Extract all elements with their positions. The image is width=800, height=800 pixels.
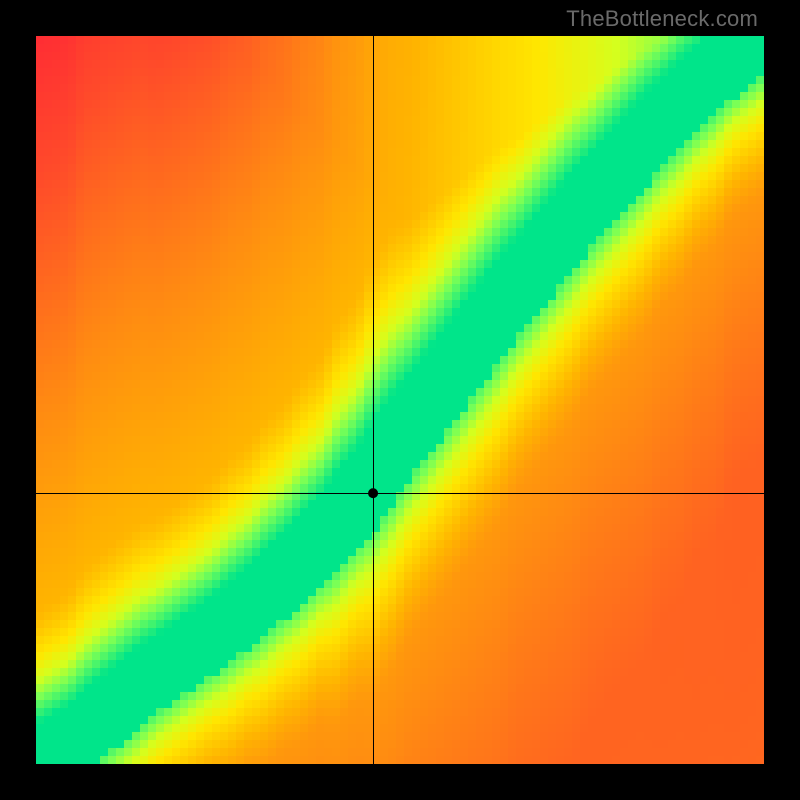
watermark-text: TheBottleneck.com [566, 6, 758, 32]
bottleneck-heatmap [0, 0, 800, 800]
